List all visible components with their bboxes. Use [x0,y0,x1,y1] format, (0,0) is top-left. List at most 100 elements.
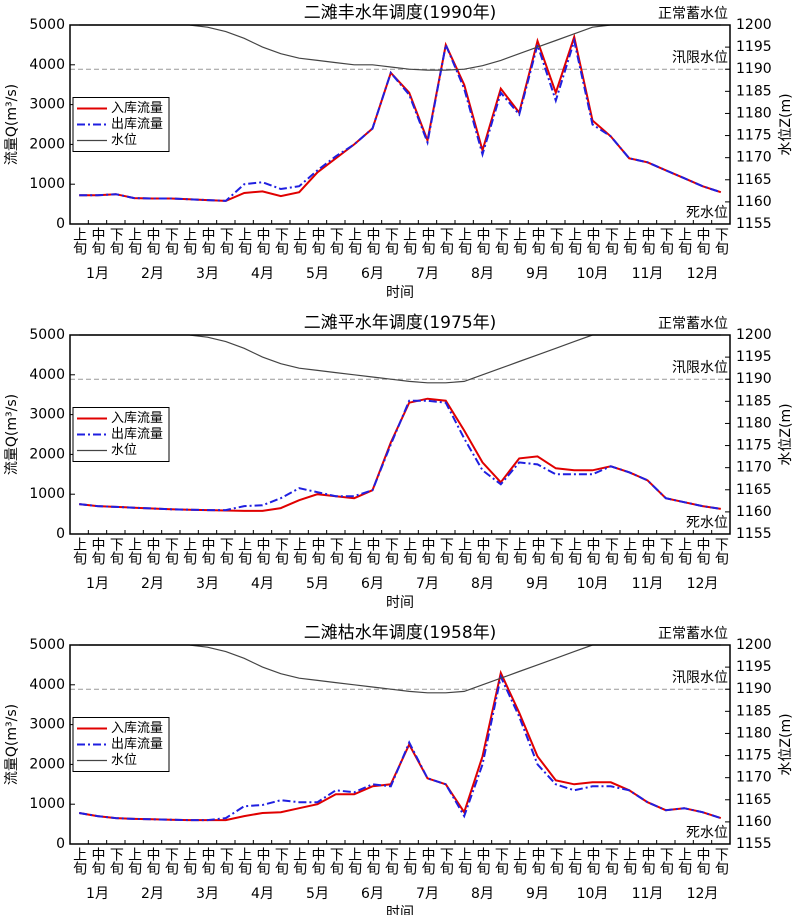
x-tick-label: 中旬 [475,227,491,256]
x-tick-label: 中旬 [420,847,436,876]
x-tick-label: 下旬 [218,227,234,256]
annotation: 死水位 [686,825,728,841]
x-tick-label: 上旬 [126,847,142,876]
x-tick-label: 下旬 [328,847,344,876]
x-tick-label: 下旬 [273,227,289,256]
y-tick-label: 2000 [29,446,65,462]
x-tick-label: 中旬 [200,847,216,876]
x-tick-label: 下旬 [713,847,729,876]
x-tick-label: 下旬 [438,227,454,256]
annotation: 汛限水位 [672,360,728,376]
legend-label: 入库流量 [111,410,163,426]
y-tick-label: 2000 [29,756,65,772]
x-tick-label: 上旬 [456,227,472,256]
x-tick-label: 上旬 [126,537,142,566]
x-tick-label: 上旬 [236,227,252,256]
month-label: 9月 [526,266,549,282]
y-axis-label: 流量Q(m³/s) [4,394,20,475]
x-tick-label: 上旬 [181,537,197,566]
month-label: 1月 [86,576,109,592]
y2-tick-label: 1155 [736,216,772,232]
x-tick-label: 中旬 [310,227,326,256]
legend-label: 水位 [111,133,137,148]
x-tick-label: 中旬 [200,537,216,566]
x-tick-label: 上旬 [291,847,307,876]
x-tick-label: 上旬 [511,227,527,256]
x-tick-label: 下旬 [438,537,454,566]
y2-tick-label: 1195 [736,349,772,365]
month-label: 7月 [416,886,439,902]
x-tick-label: 上旬 [71,227,87,256]
annotation: 死水位 [686,205,728,221]
month-label: 4月 [251,576,274,592]
x-tick-label: 中旬 [90,227,106,256]
series-line [79,399,721,512]
y2-tick-label: 1160 [736,814,772,830]
x-tick-label: 上旬 [621,537,637,566]
y-tick-label: 1000 [29,176,65,192]
month-label: 3月 [196,886,219,902]
x-tick-label: 上旬 [676,537,692,566]
y2-axis-label: 水位Z(m) [778,713,794,775]
x-tick-label: 下旬 [548,227,564,256]
y-axis-label: 流量Q(m³/s) [4,84,20,165]
y2-tick-label: 1175 [736,128,772,144]
x-tick-label: 下旬 [328,227,344,256]
x-tick-label: 下旬 [273,847,289,876]
month-label: 8月 [471,266,494,282]
y2-tick-label: 1160 [736,194,772,210]
x-tick-label: 上旬 [401,537,417,566]
x-tick-label: 中旬 [420,227,436,256]
legend-label: 水位 [111,443,137,458]
x-axis-label: 时间 [386,595,414,611]
x-tick-label: 中旬 [695,847,711,876]
month-label: 3月 [196,266,219,282]
y2-tick-label: 1180 [736,725,772,741]
month-label: 7月 [416,576,439,592]
x-tick-label: 下旬 [163,537,179,566]
legend-label: 出库流量 [111,426,163,442]
y2-tick-label: 1160 [736,504,772,520]
x-tick-label: 下旬 [163,227,179,256]
month-label: 11月 [632,266,664,282]
month-label: 4月 [251,886,274,902]
x-tick-label: 中旬 [530,537,546,566]
y-tick-label: 3000 [29,717,65,733]
y-tick-label: 5000 [29,17,65,33]
x-tick-label: 上旬 [291,537,307,566]
x-tick-label: 中旬 [530,227,546,256]
y2-tick-label: 1165 [736,482,772,498]
month-label: 3月 [196,576,219,592]
x-tick-label: 中旬 [695,537,711,566]
y-tick-label: 0 [56,836,65,852]
y2-tick-label: 1165 [736,172,772,188]
chart-title: 二滩丰水年调度(1990年) [304,3,497,23]
y2-tick-label: 1155 [736,526,772,542]
x-tick-label: 下旬 [603,227,619,256]
y-tick-label: 2000 [29,136,65,152]
month-label: 12月 [687,576,719,592]
y-tick-label: 3000 [29,97,65,113]
y2-axis-label: 水位Z(m) [778,403,794,465]
x-tick-label: 上旬 [236,537,252,566]
annotation: 正常蓄水位 [658,6,728,22]
x-tick-label: 中旬 [200,227,216,256]
x-tick-label: 下旬 [603,537,619,566]
x-tick-label: 中旬 [475,537,491,566]
x-tick-label: 下旬 [218,537,234,566]
annotation: 正常蓄水位 [658,316,728,332]
month-label: 2月 [141,266,164,282]
x-tick-label: 上旬 [456,847,472,876]
y2-tick-label: 1200 [736,17,772,33]
x-tick-label: 下旬 [328,537,344,566]
x-axis-label: 时间 [386,285,414,301]
month-label: 6月 [361,266,384,282]
chart-title: 二滩平水年调度(1975年) [304,313,497,333]
y2-tick-label: 1175 [736,438,772,454]
x-tick-label: 下旬 [218,847,234,876]
series-line [79,24,721,71]
x-tick-label: 上旬 [566,537,582,566]
series-line [79,36,722,202]
x-tick-label: 上旬 [676,227,692,256]
